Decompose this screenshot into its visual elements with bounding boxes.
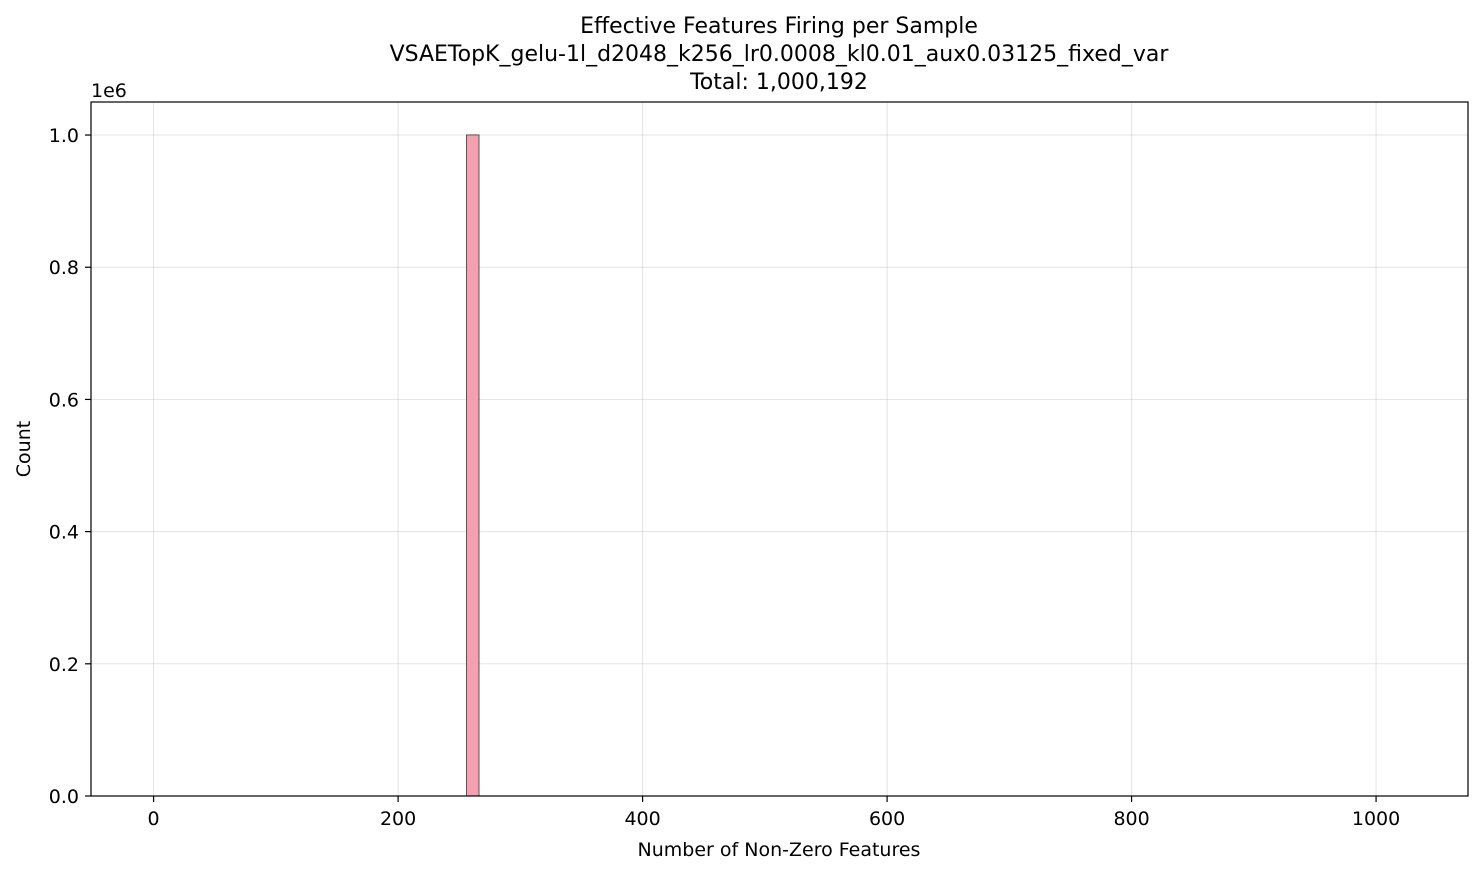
chart-title-line-1: Effective Features Firing per Sample bbox=[580, 14, 978, 39]
histogram-bar bbox=[466, 134, 480, 797]
bars bbox=[466, 134, 480, 797]
x-tick-label: 1000 bbox=[1352, 808, 1400, 830]
y-tick-label: 0.8 bbox=[49, 257, 79, 279]
chart-title-line-2: VSAETopK_gelu-1l_d2048_k256_lr0.0008_kl0… bbox=[390, 42, 1170, 67]
x-tick-label: 600 bbox=[869, 808, 905, 830]
x-axis-label: Number of Non-Zero Features bbox=[638, 839, 921, 861]
y-tick-label: 0.6 bbox=[49, 389, 79, 411]
y-tick-label: 1.0 bbox=[49, 125, 79, 147]
y-tick-label: 0.4 bbox=[49, 522, 79, 544]
x-tick-label: 200 bbox=[380, 808, 416, 830]
y-tick-label: 0.0 bbox=[49, 786, 79, 808]
chart-title-line-3: Total: 1,000,192 bbox=[689, 70, 868, 95]
x-axis-ticks: 0 200 400 600 800 1000 bbox=[148, 796, 1400, 830]
y-axis-ticks: 0.0 0.2 0.4 0.6 0.8 1.0 bbox=[49, 125, 91, 808]
chart-title: Effective Features Firing per Sample VSA… bbox=[390, 14, 1170, 95]
x-tick-label: 800 bbox=[1113, 808, 1149, 830]
y-axis-label: Count bbox=[13, 421, 35, 477]
plot-frame bbox=[90, 101, 1469, 797]
grid bbox=[91, 102, 1468, 797]
x-tick-label: 400 bbox=[624, 808, 660, 830]
y-tick-label: 0.2 bbox=[49, 654, 79, 676]
x-tick-label: 0 bbox=[148, 808, 160, 830]
y-offset-label: 1e6 bbox=[91, 80, 127, 102]
